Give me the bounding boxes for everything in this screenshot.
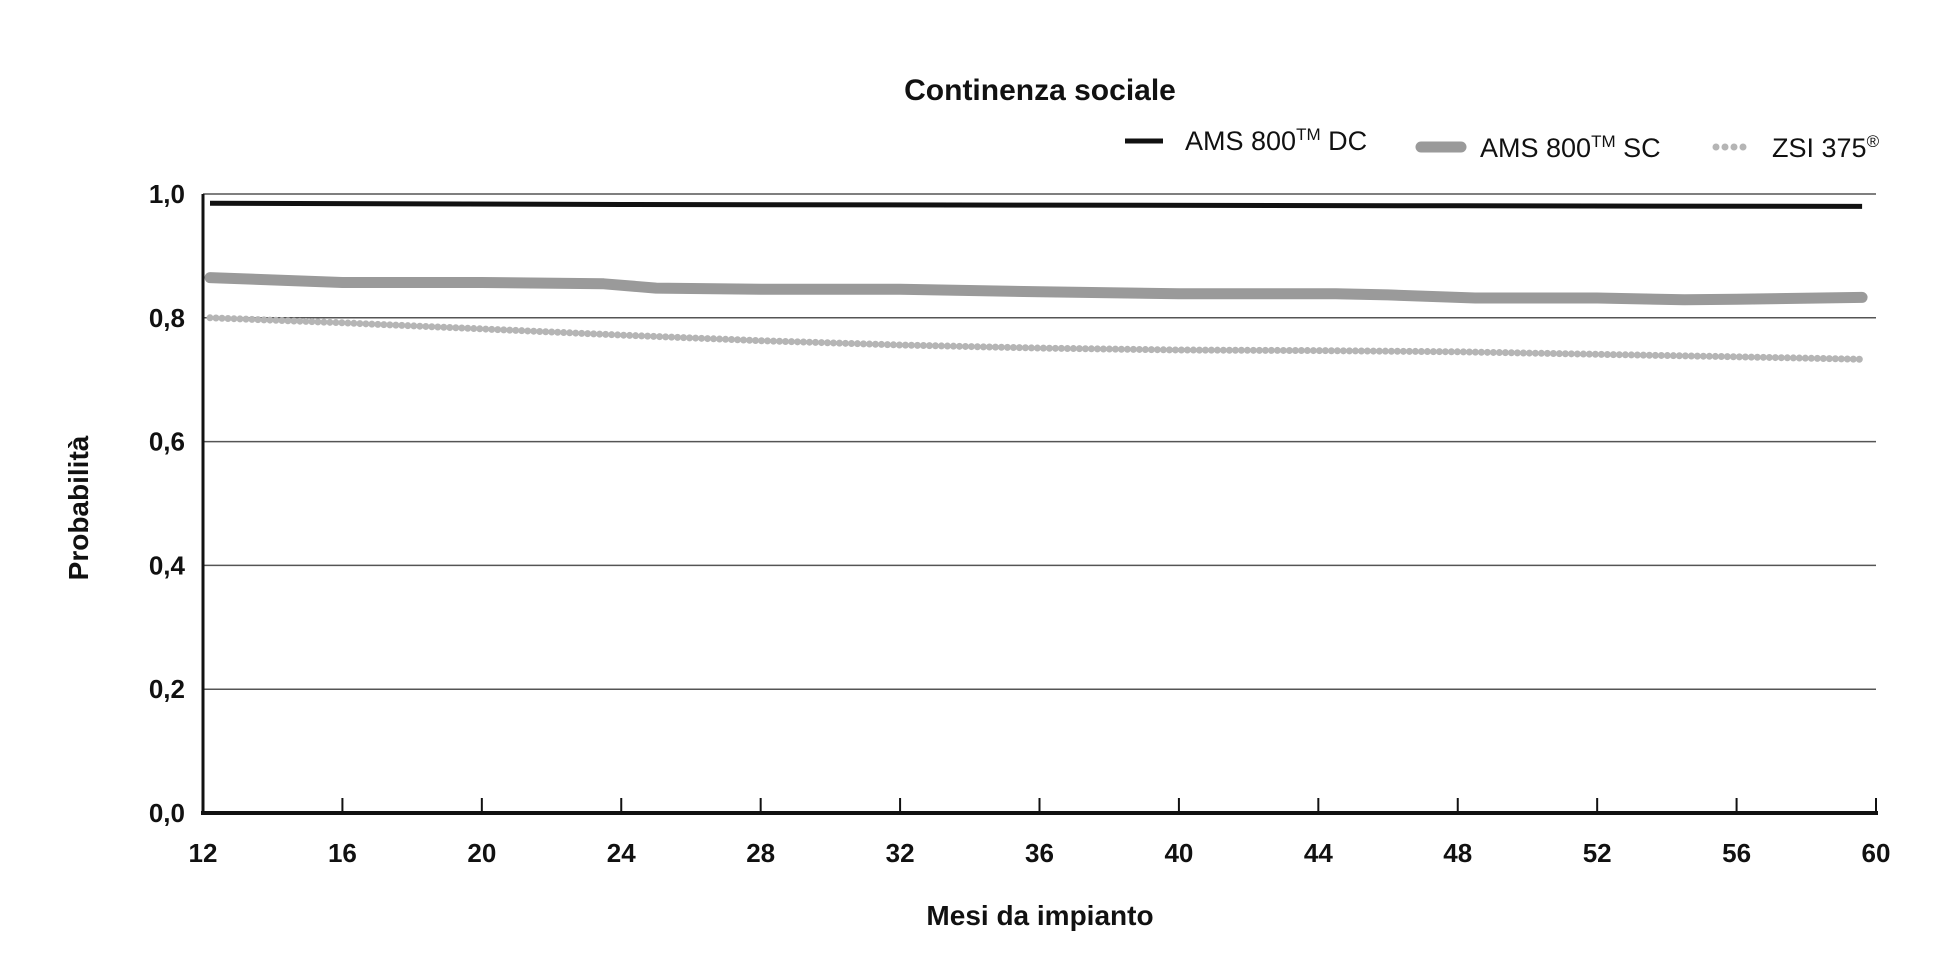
- legend-entry-3: ZSI 375®: [1712, 132, 1880, 163]
- x-tick-label-11: 56: [1722, 838, 1751, 868]
- y-axis-label: Probabilità: [63, 435, 94, 580]
- y-tick-label-4: 0,8: [149, 303, 185, 333]
- x-tick-label-7: 40: [1164, 838, 1193, 868]
- y-tick-label-2: 0,4: [149, 550, 186, 580]
- x-tick-label-9: 48: [1443, 838, 1472, 868]
- y-tick-label-1: 0,2: [149, 674, 185, 704]
- legend-label-1: AMS 800TM DC: [1185, 125, 1367, 156]
- y-tick-labels: 0,0 0,2 0,4 0,6 0,8 1,0: [149, 179, 186, 828]
- legend-entry-1: AMS 800TM DC: [1125, 125, 1367, 156]
- legend-label-2-tail: SC: [1616, 133, 1661, 163]
- series-line-3: [206, 314, 1866, 363]
- legend-label-3-main: ZSI 375: [1772, 133, 1867, 163]
- x-tick-label-1: 16: [328, 838, 357, 868]
- x-tick-labels: 12 16 20 24 28 32 36 40 44 48 52 56 60: [189, 838, 1891, 868]
- legend-label-2-main: AMS 800: [1480, 133, 1591, 163]
- legend-label-3: ZSI 375®: [1772, 132, 1880, 163]
- legend: AMS 800TM DC AMS 800TM SC ZSI 375®: [1125, 125, 1880, 163]
- x-tick-label-12: 60: [1862, 838, 1891, 868]
- y-tick-label-3: 0,6: [149, 427, 185, 457]
- x-tick-label-5: 32: [886, 838, 915, 868]
- legend-label-2-sup: TM: [1591, 132, 1616, 151]
- series-lines: [204, 200, 1868, 363]
- chart-title: Continenza sociale: [904, 74, 1176, 107]
- legend-label-3-sup: ®: [1867, 132, 1880, 151]
- legend-label-2: AMS 800TM SC: [1480, 132, 1661, 163]
- x-tick-label-10: 52: [1583, 838, 1612, 868]
- x-axis-label: Mesi da impianto: [926, 900, 1153, 931]
- x-tick-label-8: 44: [1304, 838, 1333, 868]
- x-tick-label-0: 12: [189, 838, 218, 868]
- x-tick-label-6: 36: [1025, 838, 1054, 868]
- y-tick-label-5: 1,0: [149, 179, 185, 209]
- grid: [203, 193, 1876, 690]
- x-tick-marks: [202, 798, 1877, 813]
- x-tick-label-2: 20: [467, 838, 496, 868]
- series-line-1: [209, 200, 1863, 209]
- series-line-2: [204, 272, 1868, 306]
- x-tick-label-3: 24: [607, 838, 636, 868]
- x-tick-label-4: 28: [746, 838, 775, 868]
- legend-label-1-tail: DC: [1321, 126, 1368, 156]
- legend-entry-2: AMS 800TM SC: [1415, 132, 1661, 163]
- legend-label-1-main: AMS 800: [1185, 126, 1296, 156]
- y-tick-label-0: 0,0: [149, 798, 185, 828]
- legend-label-1-sup: TM: [1296, 125, 1321, 144]
